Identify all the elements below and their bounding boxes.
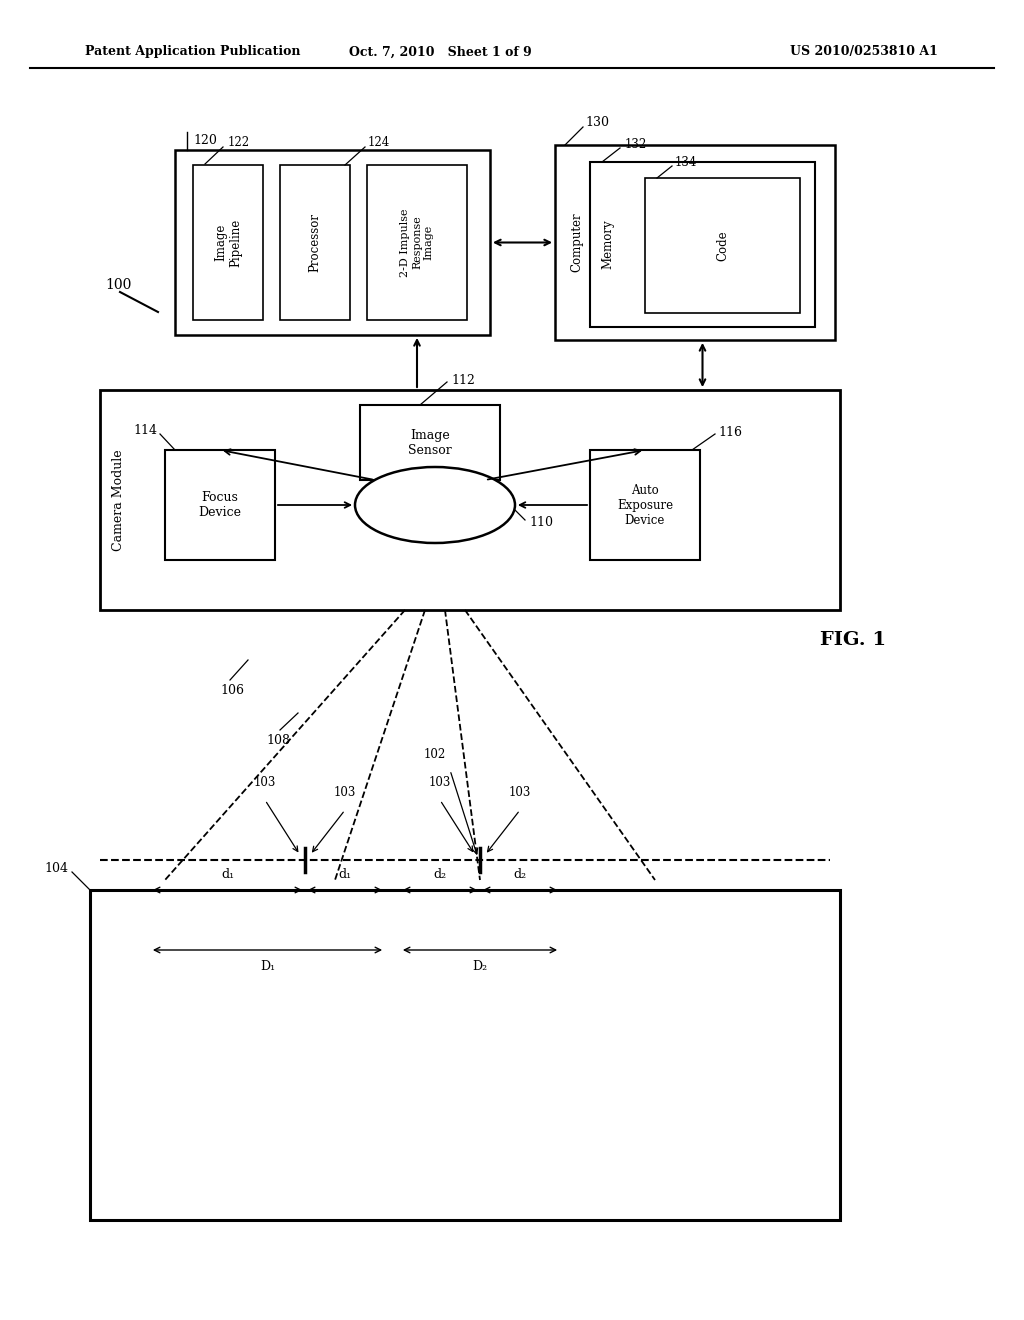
Bar	[360, 405, 500, 480]
Text: 132: 132	[625, 137, 647, 150]
Text: 108: 108	[266, 734, 290, 747]
Bar	[193, 165, 263, 319]
Bar	[100, 389, 840, 610]
Text: d₂: d₂	[433, 869, 446, 882]
Text: Image
Pipeline: Image Pipeline	[214, 218, 242, 267]
Bar	[555, 145, 835, 341]
Text: 102: 102	[424, 748, 446, 762]
Ellipse shape	[355, 467, 515, 543]
Bar	[90, 890, 840, 1220]
Text: 112: 112	[451, 374, 475, 387]
Text: 106: 106	[220, 684, 244, 697]
Text: D₁: D₁	[260, 960, 275, 973]
Text: 116: 116	[718, 425, 742, 438]
Text: 124: 124	[368, 136, 390, 149]
Text: Code: Code	[716, 230, 729, 261]
Text: Processor: Processor	[308, 213, 322, 272]
Text: 103: 103	[429, 776, 452, 788]
Text: 100: 100	[105, 279, 131, 292]
Text: Computer: Computer	[570, 213, 584, 272]
Text: Focus
Device: Focus Device	[199, 491, 242, 519]
Text: Image
Sensor: Image Sensor	[409, 429, 452, 457]
Text: 134: 134	[675, 156, 697, 169]
Text: 122: 122	[228, 136, 250, 149]
Text: d₂: d₂	[513, 869, 526, 882]
Text: 110: 110	[529, 516, 553, 529]
Text: 120: 120	[193, 133, 217, 147]
Text: D₂: D₂	[472, 960, 487, 973]
Text: 2-D Impulse
Response
Image: 2-D Impulse Response Image	[400, 209, 433, 277]
Bar	[280, 165, 350, 319]
Text: 103: 103	[254, 776, 276, 788]
Text: Auto
Exposure
Device: Auto Exposure Device	[616, 483, 673, 527]
Bar	[175, 150, 490, 335]
Text: 114: 114	[133, 424, 157, 437]
Bar	[590, 450, 700, 560]
Text: 130: 130	[585, 116, 609, 129]
Bar	[590, 162, 815, 327]
Bar	[367, 165, 467, 319]
Text: d₁: d₁	[221, 869, 234, 882]
Text: Memory: Memory	[601, 219, 614, 269]
Text: d₁: d₁	[339, 869, 351, 882]
Text: FIG. 1: FIG. 1	[820, 631, 886, 649]
Text: US 2010/0253810 A1: US 2010/0253810 A1	[790, 45, 938, 58]
Text: Oct. 7, 2010   Sheet 1 of 9: Oct. 7, 2010 Sheet 1 of 9	[348, 45, 531, 58]
Text: Patent Application Publication: Patent Application Publication	[85, 45, 300, 58]
Text: 103: 103	[509, 785, 531, 799]
Text: 103: 103	[334, 785, 356, 799]
Bar	[165, 450, 275, 560]
Text: 104: 104	[44, 862, 68, 874]
Bar	[645, 178, 800, 313]
Text: Camera Module: Camera Module	[112, 449, 125, 550]
